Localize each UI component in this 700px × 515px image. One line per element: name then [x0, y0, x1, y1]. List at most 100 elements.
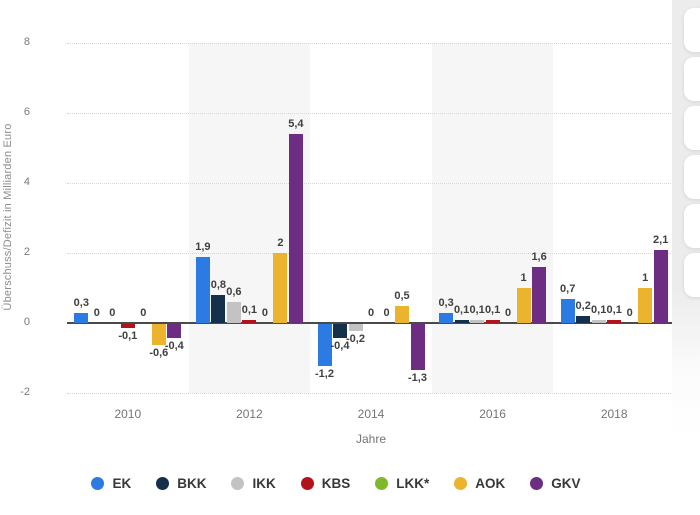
bar-BKK-2014[interactable]	[333, 324, 347, 338]
legend-label: LKK*	[396, 476, 430, 491]
bar-IKK-2018[interactable]	[591, 319, 606, 323]
bar-AOK-2018[interactable]	[638, 288, 653, 323]
legend-label: KBS	[321, 476, 351, 491]
data-label: 1,6	[531, 251, 547, 263]
legend-item-EK[interactable]: EK	[91, 476, 131, 491]
legend-dot-icon	[375, 477, 389, 490]
x-tick-label-2012: 2012	[236, 407, 263, 421]
y-tick-label: 4	[23, 176, 30, 188]
data-label: -0,4	[330, 340, 350, 352]
bar-EK-2018[interactable]	[560, 298, 575, 323]
x-tick-label-2016: 2016	[479, 407, 506, 421]
gridline	[67, 183, 675, 184]
data-label: 0	[626, 307, 633, 319]
x-tick-label-2018: 2018	[600, 407, 628, 421]
bar-KBS-2012[interactable]	[242, 319, 257, 323]
bar-AOK-2010[interactable]	[151, 324, 166, 345]
data-label: 0,5	[394, 289, 410, 302]
y-tick-label: 0	[23, 316, 30, 328]
side-toolbar-button[interactable]	[684, 204, 700, 248]
data-label: 0,1	[591, 303, 607, 316]
data-label: 0	[93, 307, 100, 319]
bar-EK-2014[interactable]	[317, 324, 332, 366]
bar-AOK-2012[interactable]	[273, 253, 288, 323]
data-label: 1,9	[195, 240, 211, 253]
data-label: 0,3	[438, 296, 454, 309]
bar-GKV-2014[interactable]	[410, 324, 425, 370]
legend-item-GKV[interactable]: GKV	[530, 476, 581, 491]
bar-BKK-2016[interactable]	[454, 319, 469, 323]
side-toolbar-button[interactable]	[684, 253, 700, 297]
legend-dot-icon	[454, 477, 468, 490]
data-label: 0,7	[560, 282, 576, 295]
legend-dot-icon	[91, 477, 105, 490]
legend-item-BKK[interactable]: BKK	[156, 476, 206, 491]
side-toolbar-button[interactable]	[684, 106, 700, 150]
legend-item-IKK[interactable]: IKK	[231, 476, 276, 491]
side-toolbar-button[interactable]	[684, 8, 700, 52]
bar-EK-2010[interactable]	[74, 312, 89, 323]
bar-BKK-2018[interactable]	[576, 316, 591, 323]
data-label: -1,3	[408, 371, 427, 384]
data-label: 0	[505, 307, 512, 319]
bar-KBS-2018[interactable]	[607, 319, 622, 323]
data-label: 1	[520, 272, 527, 284]
data-label: 0	[140, 307, 147, 319]
data-label: 0	[261, 307, 268, 319]
gridline	[67, 393, 675, 394]
legend-dot-icon	[231, 477, 245, 490]
bar-AOK-2016[interactable]	[516, 288, 531, 323]
legend-item-KBS[interactable]: KBS	[300, 476, 351, 491]
page-background-strip	[672, 0, 700, 515]
bar-GKV-2010[interactable]	[167, 324, 182, 338]
y-tick-label: 2	[23, 246, 30, 258]
legend-label: IKK	[252, 476, 276, 491]
legend-dot-icon	[300, 477, 314, 490]
data-label: 1	[642, 272, 649, 284]
bar-GKV-2018[interactable]	[653, 249, 668, 323]
legend-label: EK	[112, 476, 132, 491]
plot-band	[431, 43, 554, 393]
data-label: 0,2	[575, 300, 591, 312]
bar-IKK-2012[interactable]	[226, 302, 241, 323]
bar-EK-2012[interactable]	[195, 256, 210, 323]
legend-dot-icon	[530, 477, 544, 490]
data-label: -1,2	[315, 368, 334, 380]
bar-GKV-2012[interactable]	[288, 134, 303, 323]
data-label: 0,1	[453, 303, 470, 316]
side-toolbar-button[interactable]	[684, 155, 700, 199]
bar-EK-2016[interactable]	[439, 312, 454, 323]
data-label: 2	[277, 237, 284, 249]
gridline	[67, 43, 675, 44]
plot-area: 0,3 0 0 -0,1 0 -0,6 -0,4 1,9 0,8 0,6 0,1 0 2 5,4 -1,2-…	[67, 43, 675, 394]
data-label: -0,6	[149, 347, 169, 359]
data-label: -0,1	[118, 329, 138, 342]
legend-label: BKK	[177, 476, 207, 491]
bar-GKV-2016[interactable]	[532, 267, 547, 323]
x-axis-zero-line	[67, 322, 675, 324]
gridline	[67, 253, 675, 254]
data-label: 0	[109, 307, 116, 319]
side-toolbar-button[interactable]	[684, 57, 700, 101]
data-label: 0,6	[226, 286, 242, 298]
legend-item-AOK[interactable]: AOK	[454, 476, 505, 491]
legend-label: GKV	[551, 476, 581, 491]
bar-IKK-2016[interactable]	[470, 319, 485, 323]
bar-KBS-2016[interactable]	[485, 319, 500, 323]
bar-KBS-2010[interactable]	[120, 324, 135, 328]
bar-IKK-2014[interactable]	[348, 324, 363, 331]
bar-BKK-2012[interactable]	[211, 295, 226, 323]
data-label: 5,4	[288, 118, 304, 130]
data-label: 0,8	[210, 279, 227, 291]
data-label: 0	[367, 307, 375, 319]
bar-AOK-2014[interactable]	[395, 305, 409, 323]
data-label: 0,1	[469, 303, 485, 316]
legend-dot-icon	[156, 477, 170, 490]
data-label: 0,3	[73, 296, 89, 309]
y-tick-label: -2	[20, 386, 30, 398]
x-tick-label-2014: 2014	[357, 407, 385, 421]
data-label: -0,4	[164, 340, 184, 352]
y-tick-label: 8	[23, 36, 30, 48]
legend-item-LKK[interactable]: LKK*	[375, 476, 429, 491]
